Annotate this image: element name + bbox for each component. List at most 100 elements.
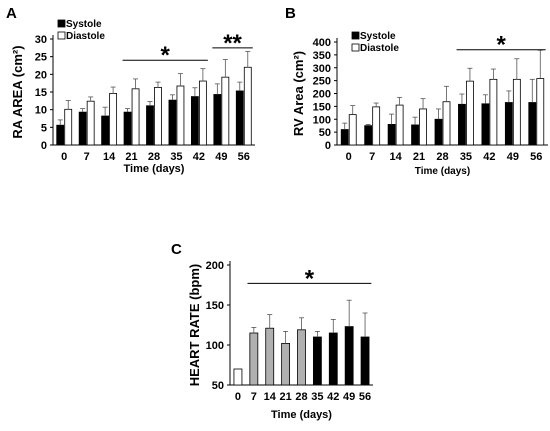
x-tick-label: 14 — [389, 151, 402, 163]
y-tick-label: 20 — [35, 69, 47, 81]
y-tick-label: 250 — [313, 76, 331, 88]
x-tick-label: 28 — [436, 151, 448, 163]
bar — [101, 115, 110, 146]
bar — [86, 100, 95, 146]
bar — [458, 103, 466, 146]
x-tick-label: 7 — [251, 391, 257, 403]
y-tick-label: 50 — [212, 380, 224, 392]
bar — [221, 76, 230, 146]
bar — [364, 125, 373, 146]
x-tick-label: 7 — [369, 151, 375, 163]
bar — [434, 118, 443, 146]
x-tick-label: 0 — [346, 151, 352, 163]
x-tick-label: 14 — [103, 151, 116, 163]
y-tick-label: 25 — [35, 52, 47, 64]
bar — [176, 85, 185, 146]
y-tick-label: 150 — [313, 101, 331, 113]
bar — [123, 111, 132, 146]
bar — [395, 104, 404, 146]
bar — [168, 99, 177, 146]
bar — [265, 327, 275, 386]
bar — [512, 78, 521, 146]
y-tick-label: 300 — [313, 63, 331, 75]
y-tick-label: 350 — [313, 50, 331, 62]
bar — [131, 88, 140, 146]
y-tick-label: 5 — [41, 122, 47, 134]
y-axis-title: HEART RATE (bpm) — [187, 264, 202, 387]
y-tick-label: 150 — [206, 300, 224, 312]
bar — [360, 336, 370, 386]
x-tick-label: 21 — [125, 151, 137, 163]
x-tick-label: 49 — [215, 151, 227, 163]
y-tick-label: 400 — [313, 37, 331, 49]
bar — [56, 124, 65, 146]
bar — [466, 80, 474, 146]
x-tick-label: 21 — [279, 391, 291, 403]
bar — [213, 94, 222, 146]
bar — [442, 101, 451, 146]
bar — [198, 80, 207, 146]
legend-label: Systole — [360, 31, 396, 42]
x-tick-label: 7 — [84, 151, 90, 163]
x-tick-label: 49 — [507, 151, 519, 163]
y-tick-label: 0 — [41, 140, 47, 152]
significance-marker: * — [161, 42, 171, 69]
significance-marker: ** — [223, 30, 242, 57]
bar — [249, 332, 259, 386]
x-tick-label: 56 — [359, 391, 371, 403]
x-tick-label: 35 — [170, 151, 182, 163]
bar — [109, 93, 118, 146]
bar — [387, 124, 396, 146]
bar — [64, 108, 73, 146]
bar — [536, 78, 545, 146]
x-axis-title: Time (days) — [415, 166, 470, 177]
x-tick-label: 42 — [193, 151, 205, 163]
bar — [372, 106, 381, 146]
panel-letter: C — [171, 241, 182, 258]
x-tick-label: 28 — [295, 391, 307, 403]
y-tick-label: 10 — [35, 105, 47, 117]
legend-swatch — [57, 31, 66, 40]
bar — [419, 108, 427, 146]
x-axis-title: Time (days) — [271, 409, 332, 421]
legend-label: Diastole — [360, 43, 399, 54]
y-tick-label: 200 — [313, 89, 331, 101]
x-tick-label: 56 — [238, 151, 250, 163]
bar — [411, 124, 419, 146]
y-axis-title: RA AREA (cm²) — [10, 45, 25, 138]
legend-label: Systole — [66, 19, 102, 30]
x-tick-label: 14 — [264, 391, 277, 403]
x-tick-label: 28 — [148, 151, 160, 163]
panel-letter: A — [6, 5, 17, 22]
legend-swatch — [351, 31, 360, 40]
bar — [190, 96, 199, 146]
bar — [235, 90, 244, 146]
x-tick-label: 42 — [327, 391, 339, 403]
x-tick-label: 49 — [343, 391, 355, 403]
x-tick-label: 35 — [311, 391, 323, 403]
bar — [528, 102, 537, 146]
x-tick-label: 42 — [483, 151, 495, 163]
bar — [146, 105, 154, 146]
y-tick-label: 100 — [206, 340, 224, 352]
bar — [233, 368, 243, 386]
bar — [281, 342, 291, 386]
bar — [312, 336, 322, 386]
y-tick-label: 100 — [313, 114, 331, 126]
bar — [154, 87, 162, 146]
bar — [481, 103, 490, 146]
chart-panel-a: A 0 5 10 15 20 25 30 0 7 14 21 28 35 42 49 56 Time (days)… — [6, 5, 255, 175]
y-axis-title: RV Area (cm²) — [291, 51, 306, 136]
y-tick-label: 30 — [35, 34, 47, 46]
x-axis-title: Time (days) — [124, 163, 185, 175]
legend-label: Diastole — [66, 31, 105, 42]
significance-marker: * — [496, 32, 506, 59]
bar — [78, 111, 87, 146]
panel-letter: B — [285, 5, 296, 22]
legend-swatch — [57, 19, 66, 28]
bar — [297, 329, 306, 386]
x-tick-label: 21 — [413, 151, 425, 163]
